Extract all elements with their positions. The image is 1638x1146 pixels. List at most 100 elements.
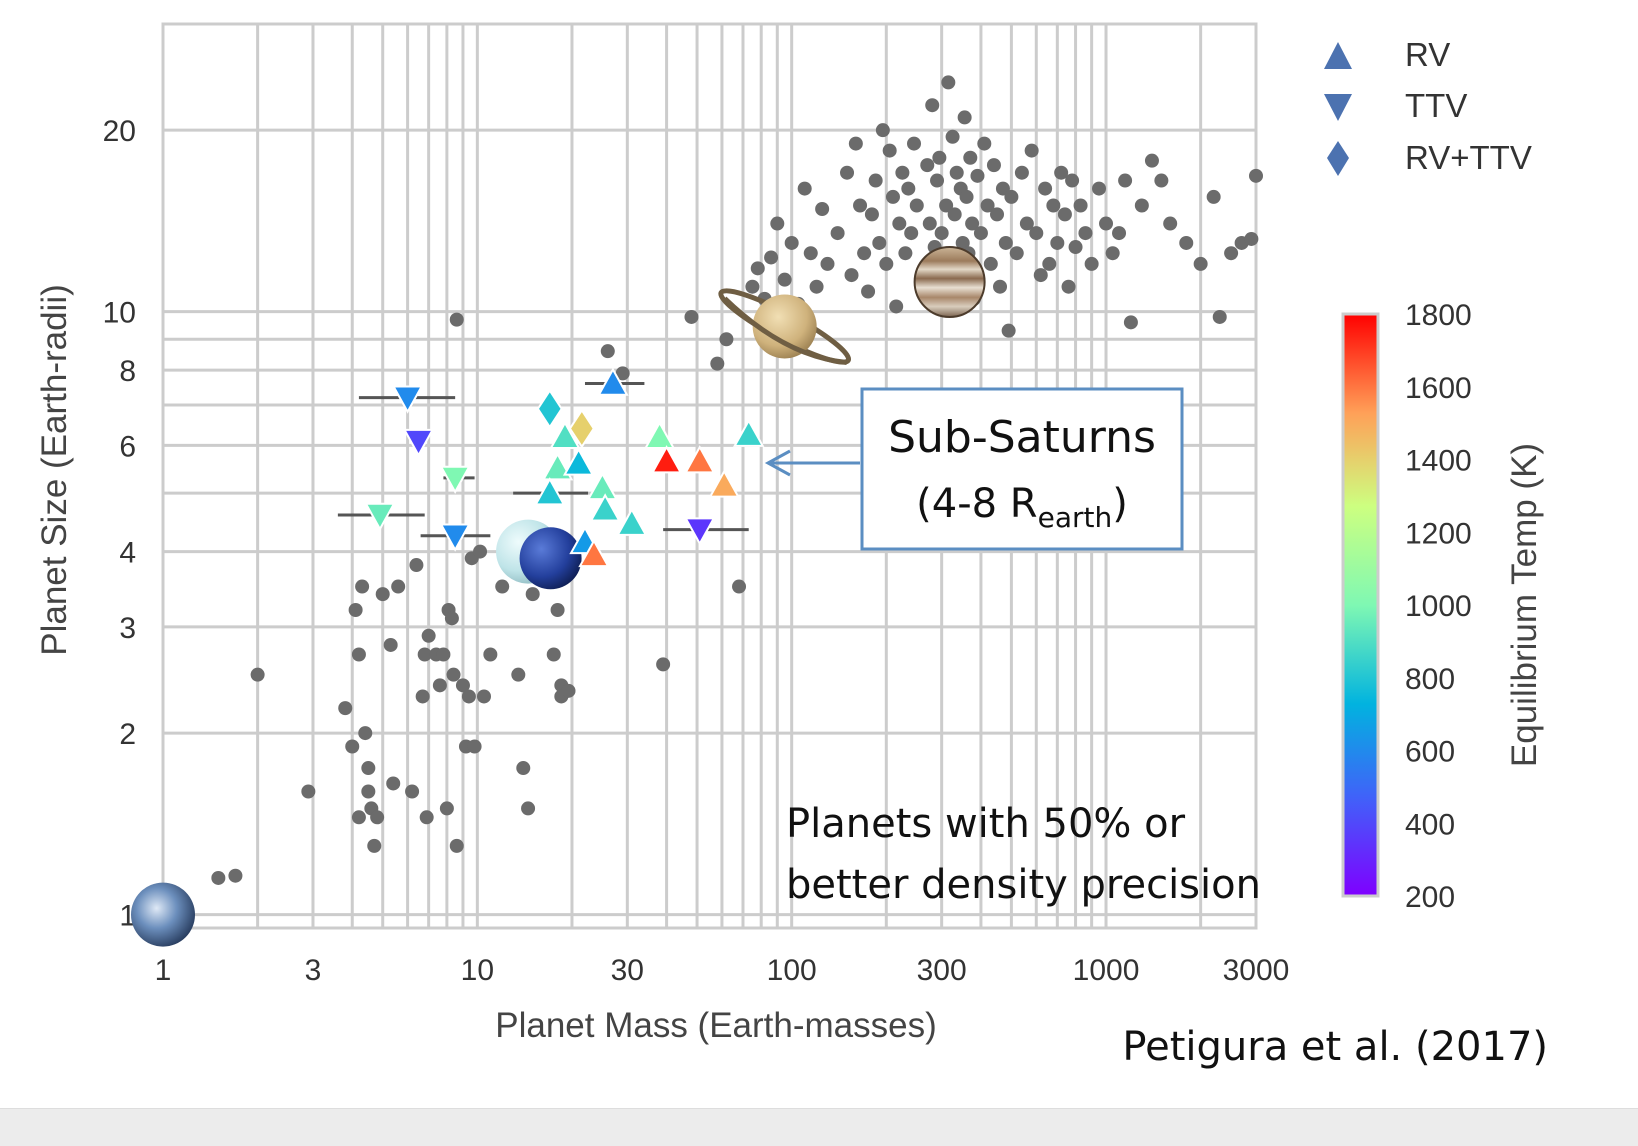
- background-planet-point: [405, 784, 420, 799]
- background-planet-point: [853, 198, 868, 213]
- x-tick-label: 100: [767, 954, 817, 987]
- saturn-image: [752, 294, 817, 359]
- background-planet-point: [895, 165, 910, 180]
- measured-planet-triangle-up: [643, 420, 676, 450]
- background-planet-point: [444, 611, 459, 626]
- background-planet-point: [409, 558, 424, 573]
- background-planet-point: [1054, 165, 1069, 180]
- background-planet-point: [947, 207, 962, 222]
- background-planet-point: [1212, 309, 1227, 324]
- background-planet-point: [1099, 216, 1114, 231]
- background-planet-point: [848, 136, 863, 151]
- background-planet-point: [561, 683, 576, 698]
- background-planet-point: [959, 189, 974, 204]
- y-tick-label: 3: [119, 612, 136, 645]
- measured-planet-triangle-up: [650, 445, 683, 474]
- background-planet-point: [338, 701, 353, 716]
- background-planet-point: [1050, 235, 1065, 250]
- x-tick-label: 10: [461, 954, 494, 987]
- legend-ttv-marker: [1324, 94, 1352, 121]
- background-planet-point: [419, 810, 434, 825]
- measured-planet-triangle-up: [589, 493, 621, 522]
- background-planet-point: [930, 173, 945, 188]
- background-planet-point: [449, 838, 464, 853]
- background-planet-point: [421, 628, 436, 643]
- x-tick-labels: 1 3 10 30 100 300 1000 3000: [155, 954, 1290, 987]
- measured-planet-triangle-up: [684, 445, 716, 474]
- sub-saturns-arrow-head: [764, 449, 791, 477]
- background-planet-point: [986, 158, 1001, 173]
- background-planet-point: [993, 279, 1008, 294]
- background-planet-point: [345, 739, 360, 754]
- background-planet-point: [417, 647, 432, 662]
- background-planet-point: [455, 678, 470, 693]
- background-planet-point: [473, 544, 488, 559]
- saturn-ring-front: [722, 296, 847, 365]
- background-planet-point: [830, 226, 845, 241]
- colorbar-label: Equilibrium Temp (K): [1505, 443, 1544, 767]
- measured-planet-triangle-down: [391, 385, 424, 414]
- background-planet-point: [1065, 173, 1080, 188]
- background-planet-point: [732, 579, 747, 594]
- background-planet-point: [980, 198, 995, 213]
- x-tick-label: 1000: [1073, 954, 1140, 987]
- legend-rvttv-label: RV+TTV: [1405, 139, 1532, 176]
- background-planet-point: [600, 344, 615, 359]
- sub-saturns-range-subscript: earth: [1038, 501, 1113, 534]
- background-planet-point: [546, 647, 561, 662]
- background-planet-point: [1144, 153, 1159, 168]
- background-planet-point: [375, 587, 390, 602]
- x-tick-label: 1: [155, 954, 172, 987]
- background-planet-point: [998, 235, 1013, 250]
- background-planet-point: [710, 356, 725, 371]
- background-planet-point: [939, 198, 954, 213]
- measured-planet-triangle-up: [549, 420, 581, 450]
- background-planet-point: [477, 689, 492, 704]
- background-planet-point: [211, 870, 226, 885]
- legend-rvttv-marker: [1327, 141, 1349, 176]
- background-planet-point: [889, 299, 904, 314]
- background-planet-point: [882, 143, 897, 158]
- background-planet-point: [1019, 216, 1034, 231]
- neptune-image: [519, 527, 582, 590]
- background-planet-point: [436, 647, 451, 662]
- background-planet-point: [1042, 256, 1057, 271]
- background-planet-point: [770, 216, 785, 231]
- background-planet-point: [1154, 173, 1169, 188]
- background-planet-point: [1249, 168, 1263, 183]
- background-planet-point: [1092, 181, 1107, 196]
- background-planet-point: [615, 366, 630, 381]
- background-planet-point: [909, 198, 924, 213]
- measured-planet-triangle-down: [402, 428, 435, 458]
- measured-planet-triangle-down: [364, 502, 396, 532]
- background-planet-point: [1224, 246, 1239, 261]
- background-planet-point: [885, 189, 900, 204]
- background-planet-point: [391, 579, 406, 594]
- citation: Petigura et al. (2017): [1122, 1024, 1548, 1070]
- background-planet-point: [461, 689, 476, 704]
- measured-planet-triangle-up: [597, 367, 629, 396]
- background-planet-point: [1078, 226, 1093, 241]
- background-planet-point: [1068, 240, 1083, 255]
- legend-rv-marker: [1324, 42, 1352, 69]
- x-tick-label: 30: [611, 954, 644, 987]
- background-planet-point: [1001, 323, 1016, 338]
- background-planet-point: [1073, 198, 1088, 213]
- background-planet-point: [820, 256, 835, 271]
- background-planet-point: [861, 284, 876, 299]
- background-planet-point: [415, 689, 430, 704]
- background-planet-point: [872, 235, 887, 250]
- background-planet-point: [301, 784, 316, 799]
- background-planet-point: [875, 123, 890, 138]
- background-planet-point: [361, 761, 376, 776]
- colorbar-tick-label: 1400: [1405, 445, 1472, 478]
- background-planet-point: [370, 810, 385, 825]
- measured-planet-triangle-up: [708, 469, 740, 498]
- background-planet-point: [1179, 235, 1194, 250]
- background-planet-point: [1014, 165, 1029, 180]
- background-planets: [211, 75, 1263, 885]
- precision-note-line2: better density precision: [786, 862, 1261, 908]
- background-planet-point: [907, 136, 922, 151]
- background-planet-point: [516, 761, 531, 776]
- background-planet-point: [920, 158, 935, 173]
